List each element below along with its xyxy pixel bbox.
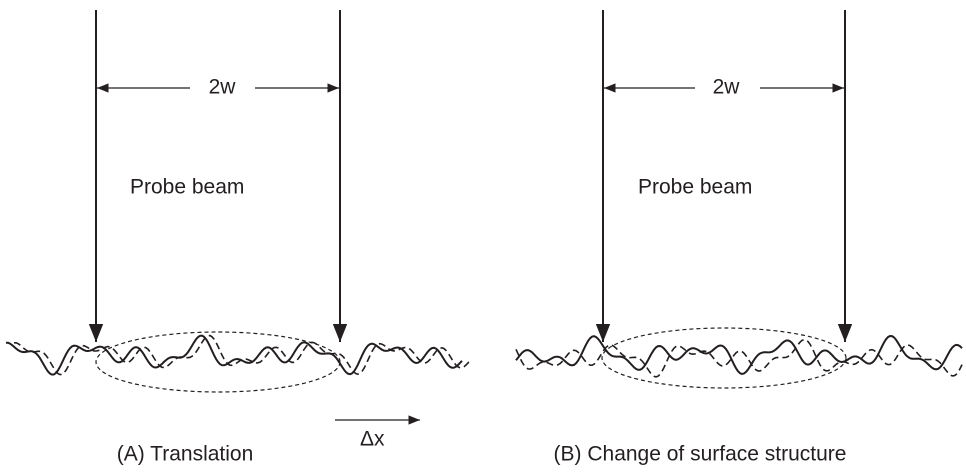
width-label: 2w (713, 76, 741, 99)
surface-profile-changed (515, 338, 963, 378)
width-label: 2w (209, 76, 237, 99)
shift-label: Δx (360, 428, 385, 451)
surface-profile-shifted (14, 334, 471, 376)
surface-profile (6, 334, 463, 376)
panel-b: 2w Probe beam (B) Change of surface stru… (554, 10, 853, 466)
beam-label: Probe beam (130, 176, 244, 199)
caption: (A) Translation (117, 443, 254, 466)
caption: (B) Change of surface structure (554, 443, 847, 466)
surface-profile (515, 334, 963, 376)
panel-a: 2w Probe beam Δx (A) Translation (88, 10, 420, 466)
beam-spot (601, 327, 847, 389)
beam-label: Probe beam (638, 176, 752, 199)
